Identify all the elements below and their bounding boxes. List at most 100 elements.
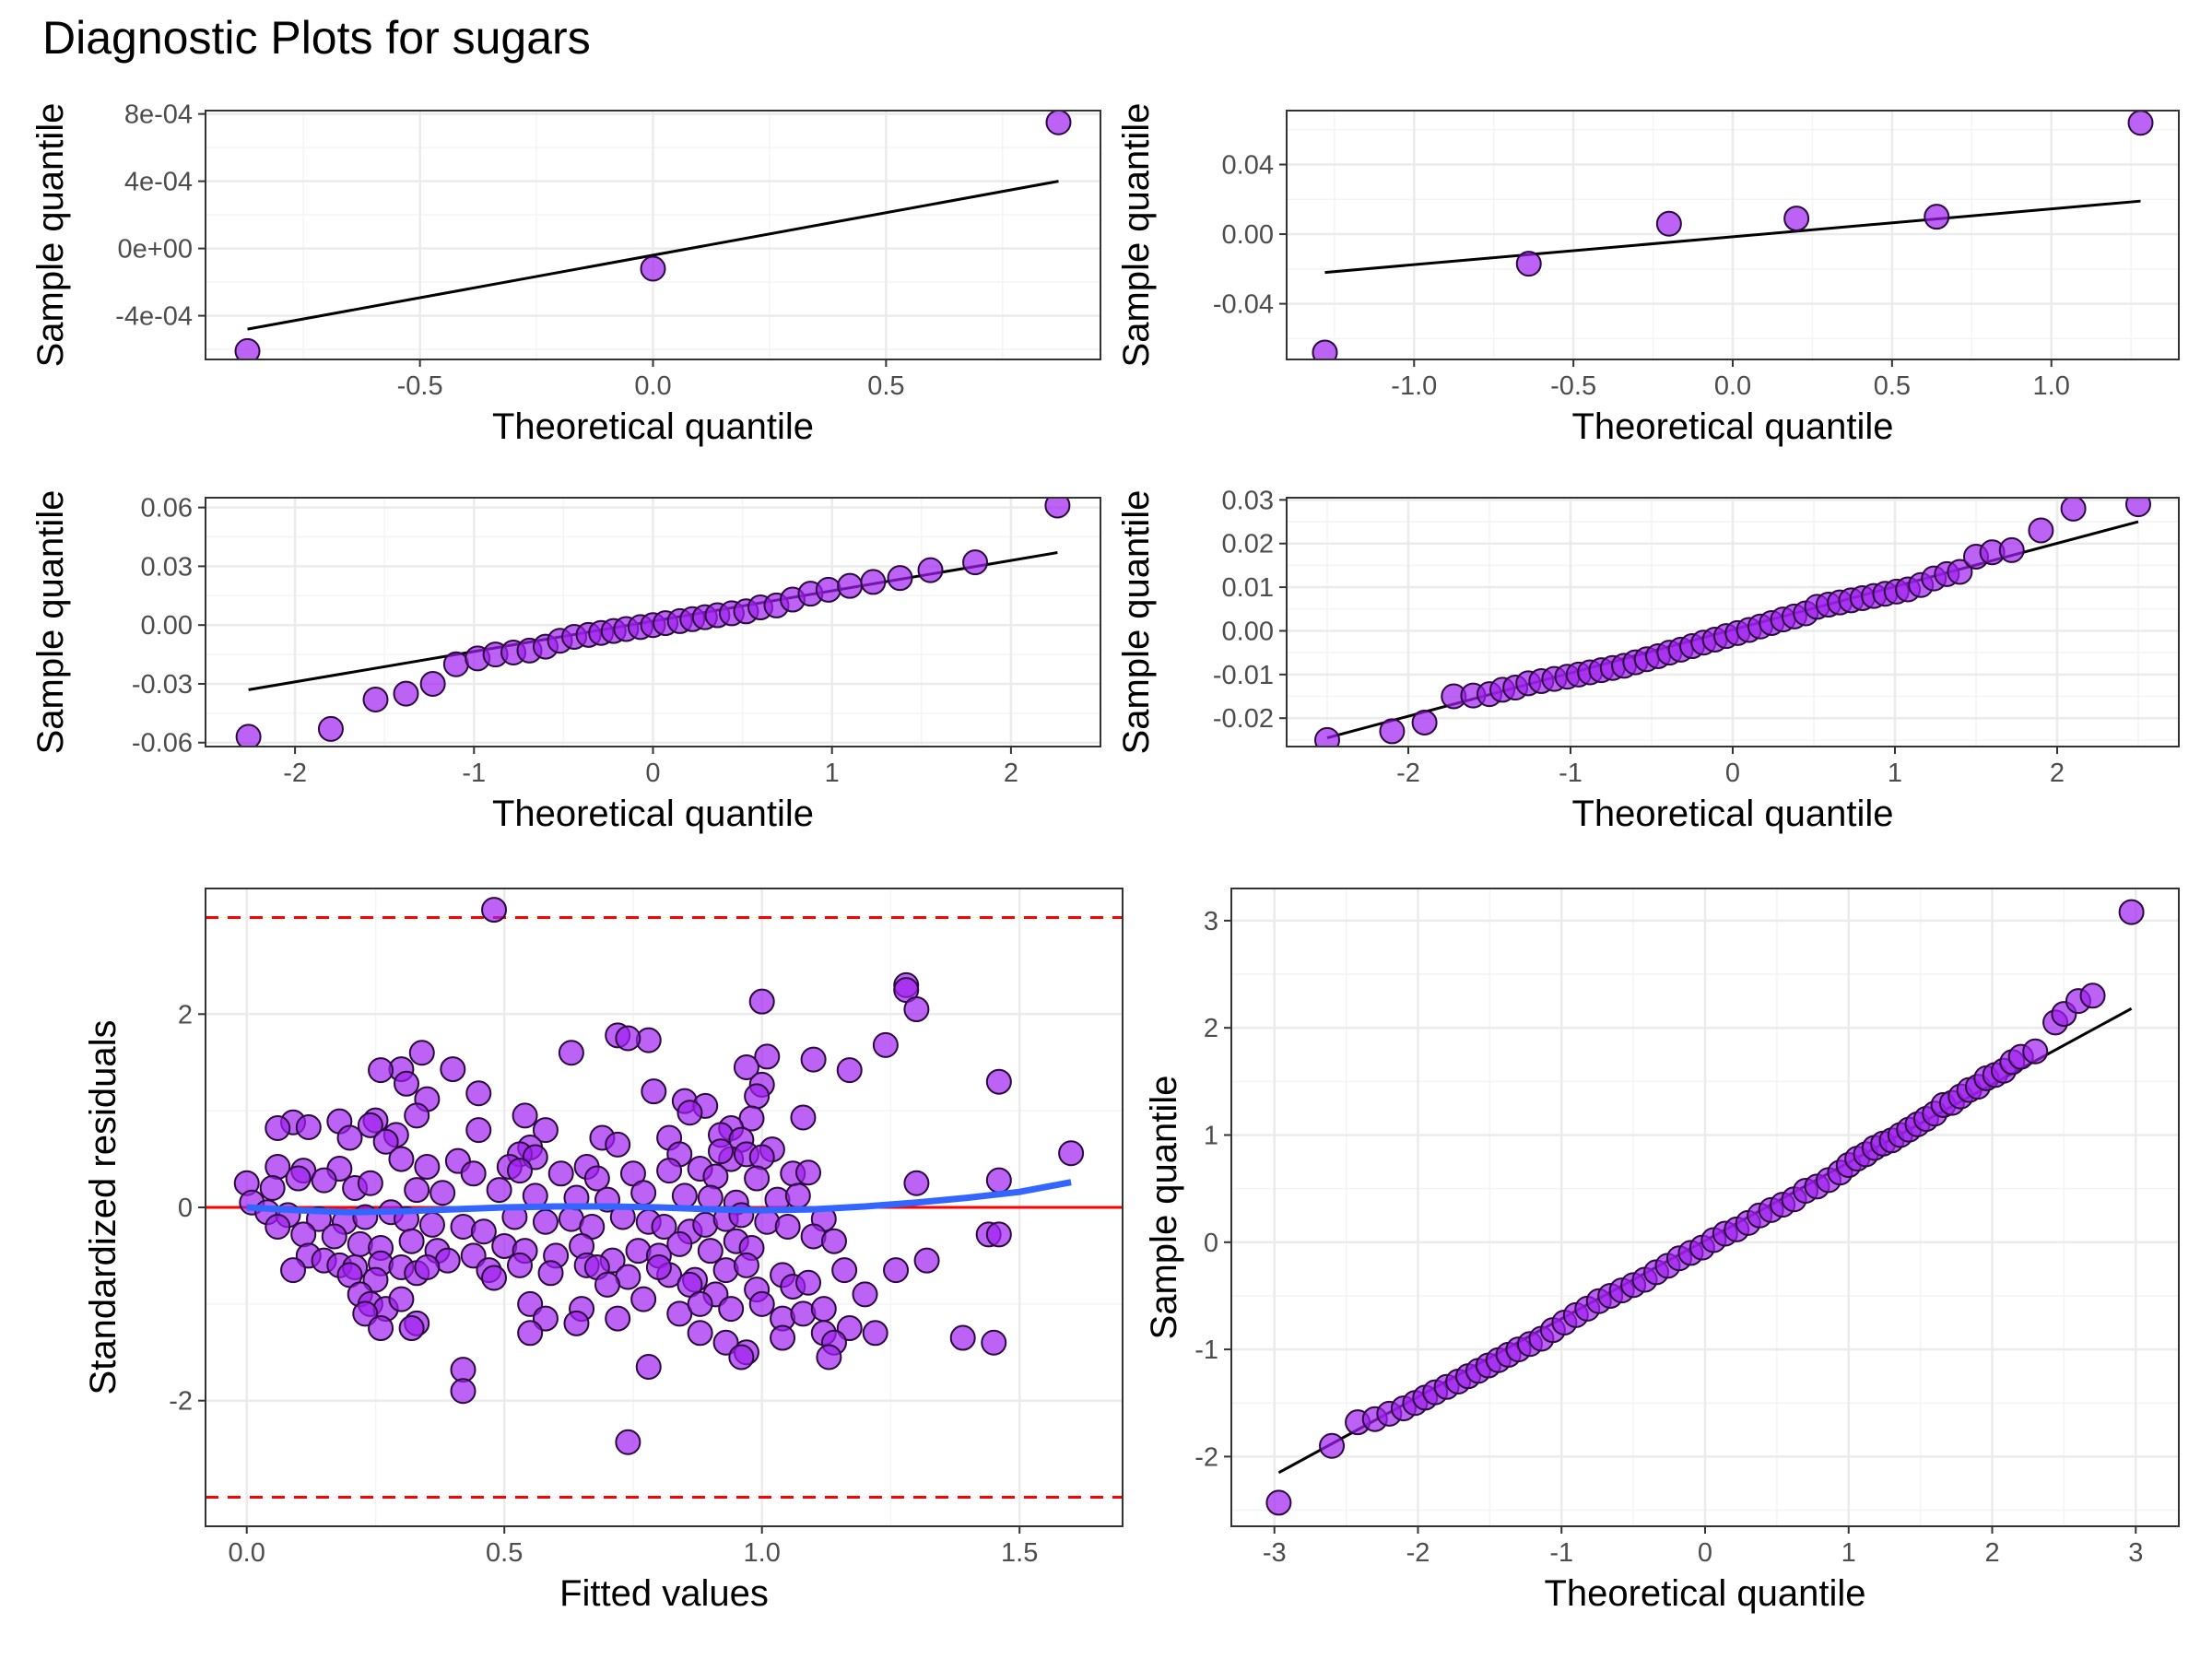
data-point bbox=[733, 1053, 759, 1080]
data-point bbox=[985, 1221, 1012, 1248]
x-axis-title: Theoretical quantile bbox=[1544, 1573, 1865, 1614]
data-point bbox=[1265, 1489, 1292, 1516]
data-point bbox=[532, 1117, 559, 1144]
qq4-marks bbox=[1314, 498, 2151, 747]
data-point bbox=[1044, 498, 1071, 519]
qq6-marks bbox=[1265, 899, 2145, 1516]
x-tick-label: 1.5 bbox=[1001, 1538, 1038, 1568]
data-point bbox=[744, 1165, 771, 1192]
y-tick-label: -0.01 bbox=[1213, 661, 1274, 690]
x-axis-title: Theoretical quantile bbox=[492, 406, 814, 447]
data-point bbox=[465, 1080, 492, 1107]
data-point bbox=[630, 1180, 657, 1206]
y-tick-label: 0.00 bbox=[141, 611, 193, 641]
data-point bbox=[687, 1320, 713, 1347]
data-point bbox=[2127, 111, 2154, 136]
data-point bbox=[290, 1221, 317, 1248]
data-point bbox=[321, 1223, 347, 1250]
data-point bbox=[917, 557, 944, 583]
data-point bbox=[440, 1056, 466, 1083]
data-point bbox=[594, 1271, 621, 1298]
y-tick-label: 0.06 bbox=[141, 494, 193, 524]
data-point bbox=[362, 686, 389, 712]
y-tick-label: 0 bbox=[1204, 1229, 1218, 1258]
data-point bbox=[815, 576, 841, 603]
qq2-panel: -1.0 -0.5 0.0 0.5 1.0 -0.04 0.00 0.04 Theoretica… bbox=[1116, 103, 2180, 447]
data-point bbox=[754, 1043, 781, 1070]
data-point bbox=[465, 1117, 492, 1144]
data-point bbox=[872, 1031, 899, 1058]
y-tick-label: -0.02 bbox=[1213, 704, 1274, 734]
data-point bbox=[728, 1344, 755, 1371]
reference-line bbox=[247, 180, 1059, 331]
data-point bbox=[481, 897, 508, 924]
data-point bbox=[985, 1068, 1012, 1095]
qq1-panel: -0.5 0.0 0.5 -4e-04 0e+00 4e-04 8e-04 Theoretic… bbox=[30, 100, 1101, 447]
data-point bbox=[450, 1378, 477, 1405]
data-point bbox=[408, 1040, 435, 1066]
y-tick-label: -2 bbox=[169, 1387, 193, 1417]
smooth-line bbox=[246, 1179, 1072, 1216]
x-tick-label: 0.0 bbox=[229, 1538, 265, 1568]
data-point bbox=[630, 1286, 657, 1312]
y-tick-label: -0.04 bbox=[1213, 290, 1274, 320]
x-tick-label: -1.0 bbox=[1391, 371, 1437, 401]
qq3-marks bbox=[235, 498, 1071, 747]
reference-line bbox=[1324, 199, 2141, 275]
data-point bbox=[784, 1182, 811, 1209]
data-point bbox=[718, 1296, 745, 1323]
qq4-panel: -2 -1 0 1 2 -0.02 -0.01 0.00 0.01 0.02 0.03 Theoret… bbox=[1116, 486, 2180, 834]
x-tick-label: 3 bbox=[2128, 1538, 2143, 1568]
data-point bbox=[656, 1158, 683, 1184]
data-point bbox=[1515, 251, 1542, 277]
x-tick-label: -2 bbox=[283, 759, 307, 788]
resid-panel: 0.0 0.5 1.0 1.5 -2 0 2 Fitted values Standardize… bbox=[83, 888, 1124, 1614]
data-point bbox=[368, 1057, 394, 1084]
y-axis-title: Sample quantile bbox=[1116, 103, 1157, 368]
y-tick-label: -4e-04 bbox=[115, 302, 193, 332]
x-tick-label: 0.5 bbox=[1874, 371, 1911, 401]
x-tick-label: -3 bbox=[1263, 1538, 1287, 1568]
data-point bbox=[414, 1153, 441, 1180]
data-point bbox=[357, 1170, 383, 1196]
data-point bbox=[583, 1165, 610, 1192]
y-axis-title: Sample quantile bbox=[1144, 1076, 1184, 1340]
data-point bbox=[414, 1254, 441, 1281]
data-point bbox=[2079, 982, 2106, 1009]
data-point bbox=[357, 1112, 383, 1138]
qq3-panel: -2 -1 0 1 2 -0.06 -0.03 0.00 0.03 0.06 Theoretical… bbox=[30, 490, 1101, 834]
data-point bbox=[744, 1083, 771, 1110]
data-point bbox=[393, 680, 419, 707]
data-point bbox=[666, 1230, 693, 1257]
x-tick-label: -1 bbox=[1549, 1538, 1573, 1568]
data-point bbox=[1312, 339, 1338, 359]
x-tick-label: 1 bbox=[1841, 1538, 1856, 1568]
data-point bbox=[666, 1300, 693, 1327]
data-point bbox=[671, 1182, 698, 1209]
data-point bbox=[486, 1177, 512, 1204]
data-point bbox=[1379, 718, 1406, 745]
x-tick-label: 0.0 bbox=[634, 371, 671, 401]
data-point bbox=[790, 1104, 817, 1131]
data-point bbox=[800, 1046, 827, 1073]
data-point bbox=[336, 1124, 363, 1151]
data-point bbox=[1947, 559, 1973, 585]
y-tick-label: 0.03 bbox=[1222, 486, 1274, 515]
data-point bbox=[1314, 726, 1340, 747]
qq6-panel: -3 -2 -1 0 1 2 3 -2 -1 0 1 2 3 Theoretical quantile Sa… bbox=[1144, 888, 2180, 1614]
data-point bbox=[506, 1158, 533, 1184]
data-point bbox=[748, 1144, 775, 1171]
data-point bbox=[429, 1180, 456, 1206]
data-point bbox=[816, 1344, 842, 1371]
x-tick-label: 2 bbox=[2050, 759, 2065, 788]
data-point bbox=[862, 1320, 888, 1347]
data-point bbox=[770, 1324, 796, 1351]
data-point bbox=[398, 1228, 425, 1254]
data-point bbox=[2060, 498, 2087, 522]
data-point bbox=[265, 1115, 291, 1142]
x-axis-title: Fitted values bbox=[559, 1573, 769, 1614]
y-tick-label: 0.00 bbox=[1222, 617, 1274, 646]
data-point bbox=[512, 1102, 538, 1129]
y-tick-label: -0.03 bbox=[132, 670, 193, 700]
data-point bbox=[265, 1213, 291, 1240]
